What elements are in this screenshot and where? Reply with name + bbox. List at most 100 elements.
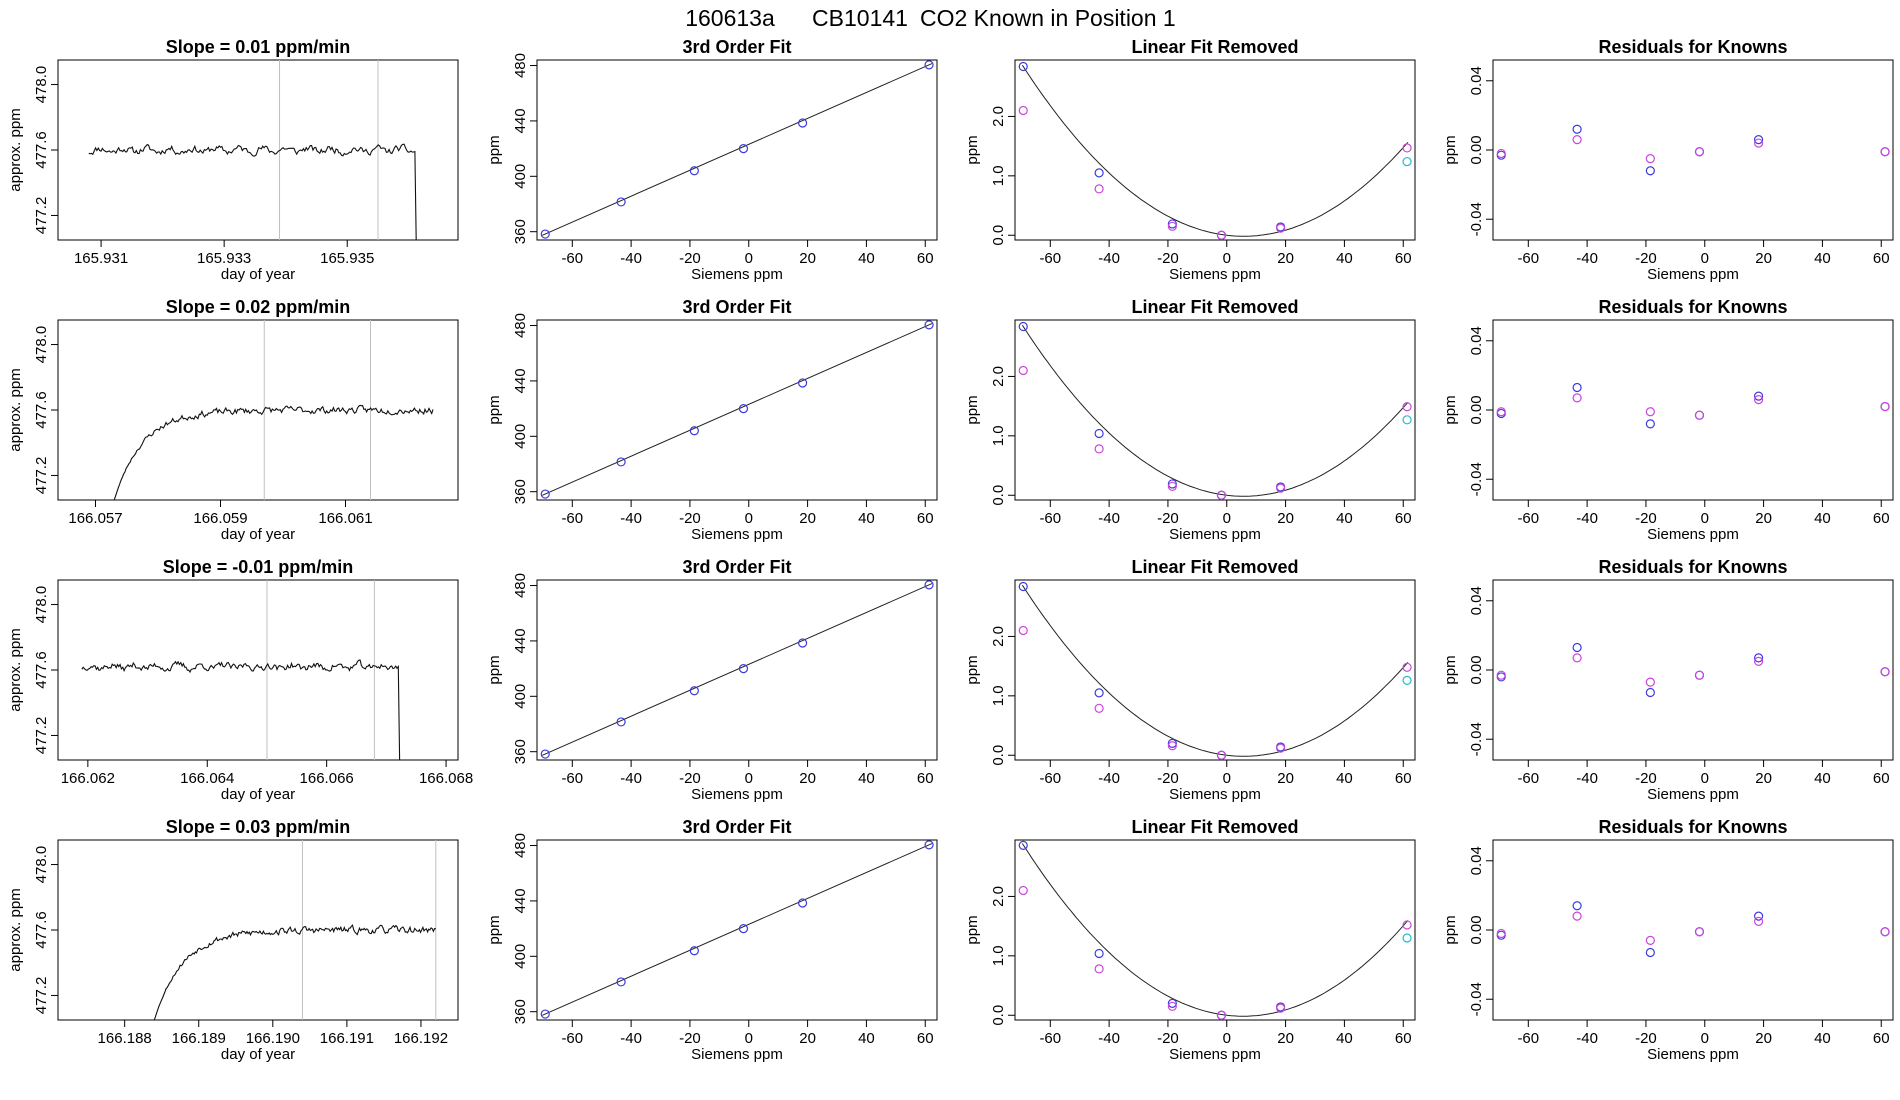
time-series-trace	[81, 659, 401, 760]
known-residual-point-blue	[1645, 166, 1655, 176]
x-tick-label: 60	[1395, 1030, 1412, 1047]
panel-title: Slope = 0.01 ppm/min	[166, 37, 351, 57]
known-residual-point-magenta	[1572, 393, 1582, 403]
x-axis-label: Siemens ppm	[1647, 526, 1739, 543]
y-tick-label: 1.0	[990, 945, 1007, 966]
x-tick-label: 20	[799, 250, 816, 267]
known-residual-point-magenta	[1694, 410, 1705, 420]
y-tick-label: 0.0	[990, 225, 1007, 246]
known-residual-point-blue	[1645, 947, 1655, 958]
y-axis-label: ppm	[1442, 655, 1459, 684]
x-tick-label: 20	[1755, 1030, 1772, 1047]
x-tick-label: -20	[1157, 510, 1179, 527]
figure-title-description: CO2 Known in Position 1	[920, 5, 1176, 31]
fit-line	[542, 843, 933, 1016]
y-tick-label: 477.6	[33, 651, 50, 689]
fit-line	[542, 583, 933, 756]
y-tick-label: 477.2	[33, 717, 50, 755]
x-tick-label: 0	[745, 1030, 753, 1047]
plot-frame	[1014, 319, 1416, 501]
known-residual-point-blue	[1572, 642, 1582, 653]
known-residual-point-magenta	[1496, 928, 1506, 939]
fit-point	[924, 580, 934, 590]
known-residual-point-magenta	[1645, 407, 1655, 417]
y-tick-label: 0.04	[1468, 846, 1485, 875]
x-tick-label: -40	[1098, 770, 1120, 787]
x-axis-label: Siemens ppm	[1169, 786, 1261, 803]
quadratic-curve	[1021, 843, 1409, 1017]
panel-title: Linear Fit Removed	[1131, 817, 1298, 837]
panel-title: Slope = -0.01 ppm/min	[163, 557, 354, 577]
y-tick-label: 0.0	[990, 1005, 1007, 1026]
panel-fit-row-2: 3rd Order Fit -60 -40 -20 0 20 40 60 360 400 440 48…	[486, 297, 938, 543]
plot-frame	[536, 59, 938, 241]
residual-point-blue	[1094, 168, 1104, 178]
panel-title: Linear Fit Removed	[1131, 557, 1298, 577]
fit-line	[542, 63, 933, 236]
plot-frame	[1014, 579, 1416, 761]
plot-frame	[1492, 579, 1894, 761]
y-axis-label: ppm	[1442, 135, 1459, 164]
panel-fit-row-1: 3rd Order Fit -60 -40 -20 0 20 40 60 360 400 440 48…	[486, 37, 938, 283]
panel-time-series-row-1: Slope = 0.01 ppm/min 165.931 165.933 165.93…	[7, 37, 459, 283]
panel-residuals-row-1: Residuals for Knowns -60 -40 -20 0 20 40 60 -0.0…	[1442, 37, 1894, 283]
y-axis-label: approx. ppm	[7, 368, 24, 451]
panel-linear-removed-row-2: Linear Fit Removed -60 -40 -20 0 20 40 60 0.0 1.0…	[964, 297, 1416, 543]
figure-title-cylinder: CB10141	[812, 5, 908, 31]
residual-point-blue	[1094, 948, 1104, 959]
x-tick-label: 165.933	[197, 250, 251, 267]
x-tick-label: 20	[1755, 250, 1772, 267]
x-tick-label: -20	[1157, 250, 1179, 267]
x-tick-label: 166.057	[68, 510, 122, 527]
x-tick-label: 60	[917, 510, 934, 527]
fit-point	[738, 664, 749, 674]
residual-point-magenta	[1018, 365, 1028, 376]
y-tick-label: 400	[512, 424, 529, 449]
known-residual-point-blue	[1753, 911, 1764, 921]
x-tick-label: -20	[679, 250, 701, 267]
y-tick-label: 360	[512, 999, 529, 1024]
x-tick-label: 166.062	[61, 770, 115, 787]
x-tick-label: -60	[561, 1030, 583, 1047]
plot-frame	[536, 319, 938, 501]
y-axis-label: ppm	[964, 135, 981, 164]
panel-title: Linear Fit Removed	[1131, 297, 1298, 317]
known-residual-point-magenta	[1694, 670, 1705, 680]
x-tick-label: -40	[620, 770, 642, 787]
known-residual-point-magenta	[1753, 656, 1764, 666]
x-tick-label: 20	[1277, 510, 1294, 527]
y-tick-label: 0.00	[1468, 135, 1485, 164]
y-tick-label: 440	[512, 628, 529, 653]
plot-frame	[57, 319, 459, 501]
residual-point-magenta	[1167, 221, 1177, 231]
y-tick-label: 477.2	[33, 457, 50, 495]
panel-time-series-row-2: Slope = 0.02 ppm/min 166.057 166.059 166.06…	[7, 297, 459, 543]
x-tick-label: 20	[1277, 1030, 1294, 1047]
x-tick-label: -60	[1039, 250, 1061, 267]
plot-frame	[1014, 59, 1416, 241]
fit-point	[738, 924, 749, 934]
y-axis-label: approx. ppm	[7, 628, 24, 711]
x-tick-label: 20	[1277, 770, 1294, 787]
x-tick-label: -60	[1517, 250, 1539, 267]
known-residual-point-magenta	[1572, 653, 1582, 663]
x-tick-label: -20	[1157, 1030, 1179, 1047]
y-tick-label: 400	[512, 944, 529, 969]
x-tick-label: -20	[1635, 250, 1657, 267]
y-axis-label: ppm	[1442, 395, 1459, 424]
y-tick-label: 477.6	[33, 391, 50, 429]
residual-point-magenta	[1216, 490, 1227, 500]
panel-grid: Slope = 0.01 ppm/min 165.931 165.933 165.93…	[7, 37, 1894, 1063]
x-tick-label: 20	[1755, 510, 1772, 527]
y-axis-label: ppm	[486, 655, 503, 684]
x-tick-label: 40	[1336, 250, 1353, 267]
x-tick-label: 40	[1814, 770, 1831, 787]
x-tick-label: 0	[1701, 770, 1709, 787]
known-residual-point-magenta	[1496, 407, 1506, 417]
fit-point	[924, 60, 934, 70]
y-tick-label: 2.0	[990, 106, 1007, 127]
x-tick-label: 166.064	[180, 770, 234, 787]
residual-point-blue	[1167, 738, 1177, 748]
y-tick-label: 480	[512, 53, 529, 78]
y-tick-label: 477.2	[33, 197, 50, 235]
